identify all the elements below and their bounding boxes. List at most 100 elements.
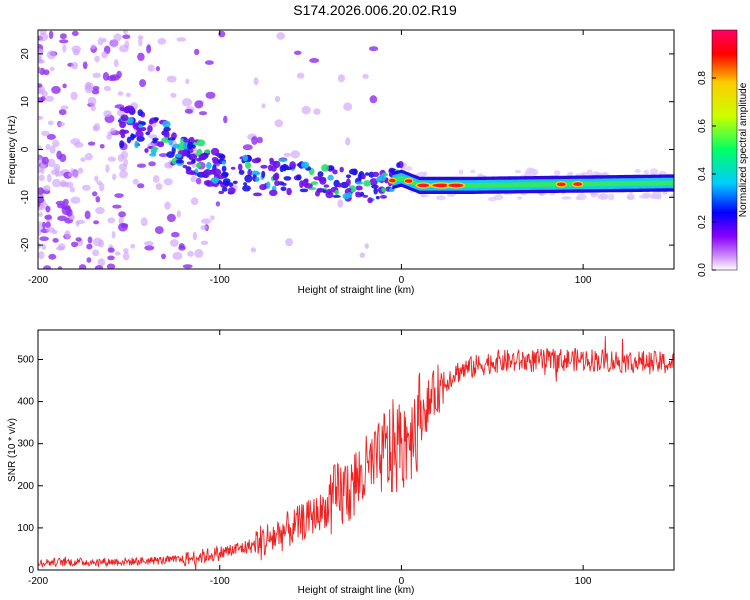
spec-y-tick-label: 0 xyxy=(20,146,31,152)
noise-blob xyxy=(45,95,55,102)
ridge-blob xyxy=(145,131,151,136)
halo-blob xyxy=(458,169,464,175)
ridge-blob xyxy=(210,147,220,156)
noise-blob xyxy=(111,231,116,239)
ridge-blob xyxy=(274,172,280,180)
ridge-blob xyxy=(163,126,171,132)
noise-blob xyxy=(58,109,67,116)
ridge-blob xyxy=(342,193,350,200)
noise-blob xyxy=(124,40,130,49)
noise-blob xyxy=(147,64,155,72)
ridge-blob xyxy=(321,164,329,172)
ridge-blob xyxy=(396,162,401,169)
noise-blob xyxy=(283,152,292,157)
noise-blob xyxy=(38,48,44,55)
noise-blob xyxy=(38,224,44,231)
ridge-blob xyxy=(323,184,330,188)
noise-blob xyxy=(45,221,51,229)
noise-blob xyxy=(112,173,117,181)
noise-blob xyxy=(46,133,56,140)
ridge-blob xyxy=(196,162,201,168)
noise-blob xyxy=(136,163,147,168)
band-hotspot xyxy=(404,179,413,183)
ridge-blob xyxy=(261,170,266,178)
spectrogram-plot-area xyxy=(38,30,674,269)
ridge-blob xyxy=(153,117,159,122)
noise-blob xyxy=(38,155,43,164)
ridge-blob xyxy=(380,195,387,199)
ridge-blob xyxy=(137,109,144,117)
halo-blob xyxy=(514,169,522,174)
noise-blob xyxy=(41,90,48,97)
noise-blob xyxy=(84,210,91,220)
noise-blob xyxy=(137,52,145,61)
noise-blob xyxy=(114,251,121,256)
snr-y-axis-label: SNR (10 * v/v) xyxy=(7,418,18,482)
noise-blob xyxy=(152,175,160,183)
noise-blob xyxy=(294,50,302,55)
ridge-blob xyxy=(172,143,180,149)
noise-blob xyxy=(109,39,119,48)
noise-blob xyxy=(170,92,177,98)
ridge-blob xyxy=(355,185,363,191)
noise-blob xyxy=(161,253,166,260)
noise-blob xyxy=(121,150,128,160)
noise-blob xyxy=(77,167,84,174)
halo-blob xyxy=(470,169,476,174)
ridge-blob xyxy=(317,171,324,178)
halo-blob xyxy=(566,171,574,176)
halo-blob xyxy=(586,169,593,176)
noise-blob xyxy=(191,163,197,168)
snr-x-tick-label: 0 xyxy=(399,576,405,587)
ridge-blob xyxy=(381,187,387,193)
noise-blob xyxy=(274,119,284,128)
snr-y-tick-label: 200 xyxy=(17,481,34,492)
noise-blob xyxy=(71,45,82,54)
colorbar-gradient xyxy=(711,29,738,271)
noise-blob xyxy=(118,222,128,232)
noise-blob xyxy=(43,265,52,269)
ridge-blob xyxy=(119,140,125,149)
ridge-blob xyxy=(295,174,302,181)
noise-blob xyxy=(92,191,98,197)
noise-blob xyxy=(57,266,63,269)
halo-blob xyxy=(528,168,537,173)
snr-y-tick-label: 400 xyxy=(17,397,34,408)
band-hotspot xyxy=(448,183,464,188)
noise-blob xyxy=(223,115,228,124)
halo-blob xyxy=(553,170,561,176)
noise-blob xyxy=(48,253,57,260)
noise-blob xyxy=(123,248,129,254)
ridge-blob xyxy=(346,178,351,187)
noise-blob xyxy=(94,175,99,182)
ridge-blob xyxy=(138,124,143,129)
noise-blob xyxy=(69,186,76,193)
ridge-blob xyxy=(221,160,227,165)
noise-blob xyxy=(90,104,96,112)
ridge-blob xyxy=(334,189,339,196)
figure-title: S174.2026.006.20.02.R19 xyxy=(293,2,457,18)
ridge-blob xyxy=(345,174,352,179)
noise-blob xyxy=(99,182,105,192)
noise-blob xyxy=(290,150,300,159)
noise-blob xyxy=(46,50,57,60)
ridge-blob xyxy=(148,119,154,125)
ridge-blob xyxy=(369,178,378,186)
noise-blob xyxy=(369,95,378,104)
colorbar-tick-label: 0.4 xyxy=(697,167,708,181)
ridge-blob xyxy=(157,141,165,148)
ridge-blob xyxy=(180,138,185,144)
noise-blob xyxy=(65,208,73,217)
ridge-blob xyxy=(373,187,379,195)
ridge-blob xyxy=(238,169,245,175)
noise-blob xyxy=(87,96,97,106)
noise-blob xyxy=(194,100,204,109)
ridge-blob xyxy=(326,188,332,195)
noise-blob xyxy=(92,86,100,91)
halo-blob xyxy=(420,193,426,198)
ridge-blob xyxy=(188,171,198,175)
ridge-blob xyxy=(255,176,260,182)
noise-blob xyxy=(60,105,69,110)
halo-blob xyxy=(669,193,674,198)
